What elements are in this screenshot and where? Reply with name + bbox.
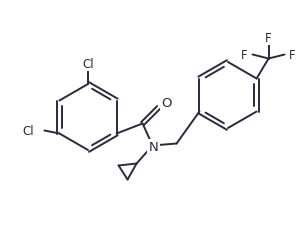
Text: O: O	[161, 97, 172, 110]
Text: F: F	[241, 49, 248, 62]
Text: F: F	[289, 49, 296, 62]
Text: F: F	[265, 32, 272, 45]
Text: N: N	[149, 140, 158, 153]
Text: Cl: Cl	[82, 57, 94, 70]
Text: Cl: Cl	[23, 124, 35, 137]
